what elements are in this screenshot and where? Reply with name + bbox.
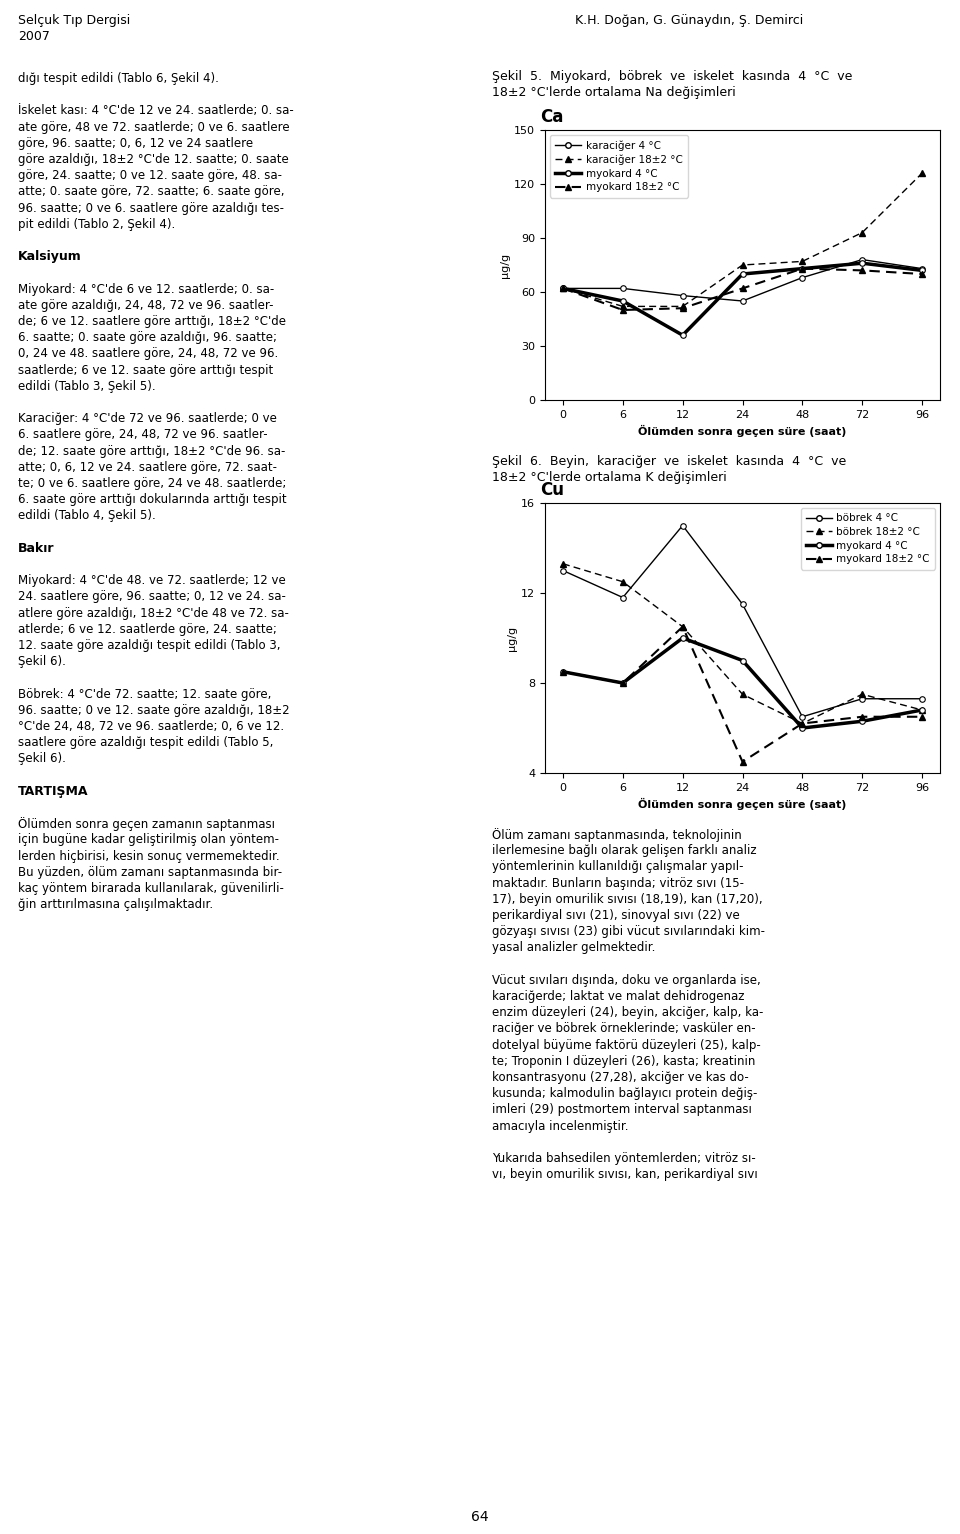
Text: Kalsiyum: Kalsiyum [18, 250, 82, 264]
Text: 6. saatlere göre, 24, 48, 72 ve 96. saatler-: 6. saatlere göre, 24, 48, 72 ve 96. saat… [18, 428, 268, 442]
Y-axis label: µg/g: µg/g [500, 253, 510, 278]
Text: Miyokard: 4 °C'de 6 ve 12. saatlerde; 0. sa-: Miyokard: 4 °C'de 6 ve 12. saatlerde; 0.… [18, 282, 275, 296]
Text: Miyokard: 4 °C'de 48. ve 72. saatlerde; 12 ve: Miyokard: 4 °C'de 48. ve 72. saatlerde; … [18, 574, 286, 588]
Text: Ca: Ca [540, 107, 564, 126]
Text: saatlere göre azaldığı tespit edildi (Tablo 5,: saatlere göre azaldığı tespit edildi (Ta… [18, 736, 274, 749]
Text: lerden hiçbirisi, kesin sonuç vermemektedir.: lerden hiçbirisi, kesin sonuç vermemekte… [18, 850, 279, 862]
Text: kusunda; kalmodulin bağlayıcı protein değiş-: kusunda; kalmodulin bağlayıcı protein de… [492, 1088, 757, 1100]
Text: ate göre, 48 ve 72. saatlerde; 0 ve 6. saatlere: ate göre, 48 ve 72. saatlerde; 0 ve 6. s… [18, 121, 290, 133]
Text: TARTIŞMA: TARTIŞMA [18, 785, 88, 798]
Text: yöntemlerinin kullanıldığı çalışmalar yapıl-: yöntemlerinin kullanıldığı çalışmalar ya… [492, 861, 743, 873]
Text: atlere göre azaldığı, 18±2 °C'de 48 ve 72. sa-: atlere göre azaldığı, 18±2 °C'de 48 ve 7… [18, 606, 289, 620]
Text: göre, 96. saatte; 0, 6, 12 ve 24 saatlere: göre, 96. saatte; 0, 6, 12 ve 24 saatler… [18, 137, 253, 150]
Text: atte; 0, 6, 12 ve 24. saatlere göre, 72. saat-: atte; 0, 6, 12 ve 24. saatlere göre, 72.… [18, 460, 277, 474]
Text: 12. saate göre azaldığı tespit edildi (Tablo 3,: 12. saate göre azaldığı tespit edildi (T… [18, 640, 280, 652]
Text: 18±2 °C'lerde ortalama Na değişimleri: 18±2 °C'lerde ortalama Na değişimleri [492, 86, 735, 100]
Text: ilerlemesine bağlı olarak gelişen farklı analiz: ilerlemesine bağlı olarak gelişen farklı… [492, 844, 756, 858]
Text: 64: 64 [471, 1509, 489, 1523]
Text: karaciğerde; laktat ve malat dehidrogenaz: karaciğerde; laktat ve malat dehidrogena… [492, 989, 745, 1003]
Y-axis label: µg/g: µg/g [507, 626, 517, 650]
Text: atte; 0. saate göre, 72. saatte; 6. saate göre,: atte; 0. saate göre, 72. saatte; 6. saat… [18, 186, 284, 198]
Legend: karaciğer 4 °C, karaciğer 18±2 °C, myokard 4 °C, myokard 18±2 °C: karaciğer 4 °C, karaciğer 18±2 °C, myoka… [550, 135, 687, 198]
Text: pit edildi (Tablo 2, Şekil 4).: pit edildi (Tablo 2, Şekil 4). [18, 218, 176, 230]
Text: Böbrek: 4 °C'de 72. saatte; 12. saate göre,: Böbrek: 4 °C'de 72. saatte; 12. saate gö… [18, 687, 272, 701]
Text: yasal analizler gelmektedir.: yasal analizler gelmektedir. [492, 942, 656, 954]
Text: Yukarıda bahsedilen yöntemlerden; vitröz sı-: Yukarıda bahsedilen yöntemlerden; vitröz… [492, 1152, 756, 1164]
Text: dotelyal büyüme faktörü düzeyleri (25), kalp-: dotelyal büyüme faktörü düzeyleri (25), … [492, 1039, 760, 1052]
Text: te; 0 ve 6. saatlere göre, 24 ve 48. saatlerde;: te; 0 ve 6. saatlere göre, 24 ve 48. saa… [18, 477, 286, 489]
Text: 2007: 2007 [18, 31, 50, 43]
X-axis label: Ölümden sonra geçen süre (saat): Ölümden sonra geçen süre (saat) [638, 798, 847, 810]
X-axis label: Ölümden sonra geçen süre (saat): Ölümden sonra geçen süre (saat) [638, 425, 847, 437]
Text: 6. saate göre arttığı dokularında arttığı tespit: 6. saate göre arttığı dokularında arttığ… [18, 494, 287, 506]
Text: °C'de 24, 48, 72 ve 96. saatlerde; 0, 6 ve 12.: °C'de 24, 48, 72 ve 96. saatlerde; 0, 6 … [18, 719, 284, 733]
Text: 96. saatte; 0 ve 6. saatlere göre azaldığı tes-: 96. saatte; 0 ve 6. saatlere göre azaldı… [18, 201, 284, 215]
Legend: böbrek 4 °C, böbrek 18±2 °C, myokard 4 °C, myokard 18±2 °C: böbrek 4 °C, böbrek 18±2 °C, myokard 4 °… [801, 508, 935, 569]
Text: göre azaldığı, 18±2 °C'de 12. saatte; 0. saate: göre azaldığı, 18±2 °C'de 12. saatte; 0.… [18, 153, 289, 166]
Text: Şekil 6).: Şekil 6). [18, 752, 66, 765]
Text: Bu yüzden, ölüm zamanı saptanmasında bir-: Bu yüzden, ölüm zamanı saptanmasında bir… [18, 865, 282, 879]
Text: gözyaşı sıvısı (23) gibi vücut sıvılarındaki kim-: gözyaşı sıvısı (23) gibi vücut sıvıların… [492, 925, 765, 939]
Text: Ölüm zamanı saptanmasında, teknolojinin: Ölüm zamanı saptanmasında, teknolojinin [492, 828, 742, 842]
Text: perikardiyal sıvı (21), sinovyal sıvı (22) ve: perikardiyal sıvı (21), sinovyal sıvı (2… [492, 910, 740, 922]
Text: Selçuk Tıp Dergisi: Selçuk Tıp Dergisi [18, 14, 131, 28]
Text: ate göre azaldığı, 24, 48, 72 ve 96. saatler-: ate göre azaldığı, 24, 48, 72 ve 96. saa… [18, 299, 274, 311]
Text: göre, 24. saatte; 0 ve 12. saate göre, 48. sa-: göre, 24. saatte; 0 ve 12. saate göre, 4… [18, 169, 282, 183]
Text: ğin arttırılmasına çalışılmaktadır.: ğin arttırılmasına çalışılmaktadır. [18, 899, 213, 911]
Text: edildi (Tablo 4, Şekil 5).: edildi (Tablo 4, Şekil 5). [18, 509, 156, 523]
Text: enzim düzeyleri (24), beyin, akciğer, kalp, ka-: enzim düzeyleri (24), beyin, akciğer, ka… [492, 1006, 763, 1019]
Text: Şekil  6.  Beyin,  karaciğer  ve  iskelet  kasında  4  °C  ve: Şekil 6. Beyin, karaciğer ve iskelet kas… [492, 456, 847, 468]
Text: konsantrasyonu (27,28), akciğer ve kas do-: konsantrasyonu (27,28), akciğer ve kas d… [492, 1071, 749, 1085]
Text: Ölümden sonra geçen zamanın saptanması: Ölümden sonra geçen zamanın saptanması [18, 818, 275, 831]
Text: vı, beyin omurilik sıvısı, kan, perikardiyal sıvı: vı, beyin omurilik sıvısı, kan, perikard… [492, 1169, 757, 1181]
Text: 17), beyin omurilik sıvısı (18,19), kan (17,20),: 17), beyin omurilik sıvısı (18,19), kan … [492, 893, 762, 905]
Text: 96. saatte; 0 ve 12. saate göre azaldığı, 18±2: 96. saatte; 0 ve 12. saate göre azaldığı… [18, 704, 290, 716]
Text: Cu: Cu [540, 482, 564, 499]
Text: atlerde; 6 ve 12. saatlerde göre, 24. saatte;: atlerde; 6 ve 12. saatlerde göre, 24. sa… [18, 623, 276, 635]
Text: maktadır. Bunların başında; vitröz sıvı (15-: maktadır. Bunların başında; vitröz sıvı … [492, 876, 744, 890]
Text: için bugüne kadar geliştirilmiş olan yöntem-: için bugüne kadar geliştirilmiş olan yön… [18, 833, 279, 847]
Text: dığı tespit edildi (Tablo 6, Şekil 4).: dığı tespit edildi (Tablo 6, Şekil 4). [18, 72, 219, 84]
Text: kaç yöntem birarada kullanılarak, güvenilirli-: kaç yöntem birarada kullanılarak, güveni… [18, 882, 284, 894]
Text: saatlerde; 6 ve 12. saate göre arttığı tespit: saatlerde; 6 ve 12. saate göre arttığı t… [18, 364, 274, 377]
Text: de; 12. saate göre arttığı, 18±2 °C'de 96. sa-: de; 12. saate göre arttığı, 18±2 °C'de 9… [18, 445, 285, 457]
Text: imleri (29) postmortem interval saptanması: imleri (29) postmortem interval saptanma… [492, 1103, 752, 1117]
Text: Şekil  5.  Miyokard,  böbrek  ve  iskelet  kasında  4  °C  ve: Şekil 5. Miyokard, böbrek ve iskelet kas… [492, 71, 852, 83]
Text: 6. saatte; 0. saate göre azaldığı, 96. saatte;: 6. saatte; 0. saate göre azaldığı, 96. s… [18, 331, 277, 344]
Text: edildi (Tablo 3, Şekil 5).: edildi (Tablo 3, Şekil 5). [18, 380, 156, 393]
Text: İskelet kası: 4 °C'de 12 ve 24. saatlerde; 0. sa-: İskelet kası: 4 °C'de 12 ve 24. saatlerd… [18, 104, 294, 118]
Text: Vücut sıvıları dışında, doku ve organlarda ise,: Vücut sıvıları dışında, doku ve organlar… [492, 974, 760, 986]
Text: te; Troponin I düzeyleri (26), kasta; kreatinin: te; Troponin I düzeyleri (26), kasta; kr… [492, 1055, 756, 1068]
Text: de; 6 ve 12. saatlere göre arttığı, 18±2 °C'de: de; 6 ve 12. saatlere göre arttığı, 18±2… [18, 314, 286, 328]
Text: 24. saatlere göre, 96. saatte; 0, 12 ve 24. sa-: 24. saatlere göre, 96. saatte; 0, 12 ve … [18, 591, 286, 603]
Text: 0, 24 ve 48. saatlere göre, 24, 48, 72 ve 96.: 0, 24 ve 48. saatlere göre, 24, 48, 72 v… [18, 347, 278, 360]
Text: K.H. Doğan, G. Günaydın, Ş. Demirci: K.H. Doğan, G. Günaydın, Ş. Demirci [575, 14, 804, 28]
Text: 18±2 °C'lerde ortalama K değişimleri: 18±2 °C'lerde ortalama K değişimleri [492, 471, 727, 485]
Text: Karaciğer: 4 °C'de 72 ve 96. saatlerde; 0 ve: Karaciğer: 4 °C'de 72 ve 96. saatlerde; … [18, 413, 276, 425]
Text: Şekil 6).: Şekil 6). [18, 655, 66, 669]
Text: Bakır: Bakır [18, 542, 55, 555]
Text: amacıyla incelenmiştir.: amacıyla incelenmiştir. [492, 1120, 629, 1132]
Text: raciğer ve böbrek örneklerinde; vasküler en-: raciğer ve böbrek örneklerinde; vasküler… [492, 1022, 756, 1035]
